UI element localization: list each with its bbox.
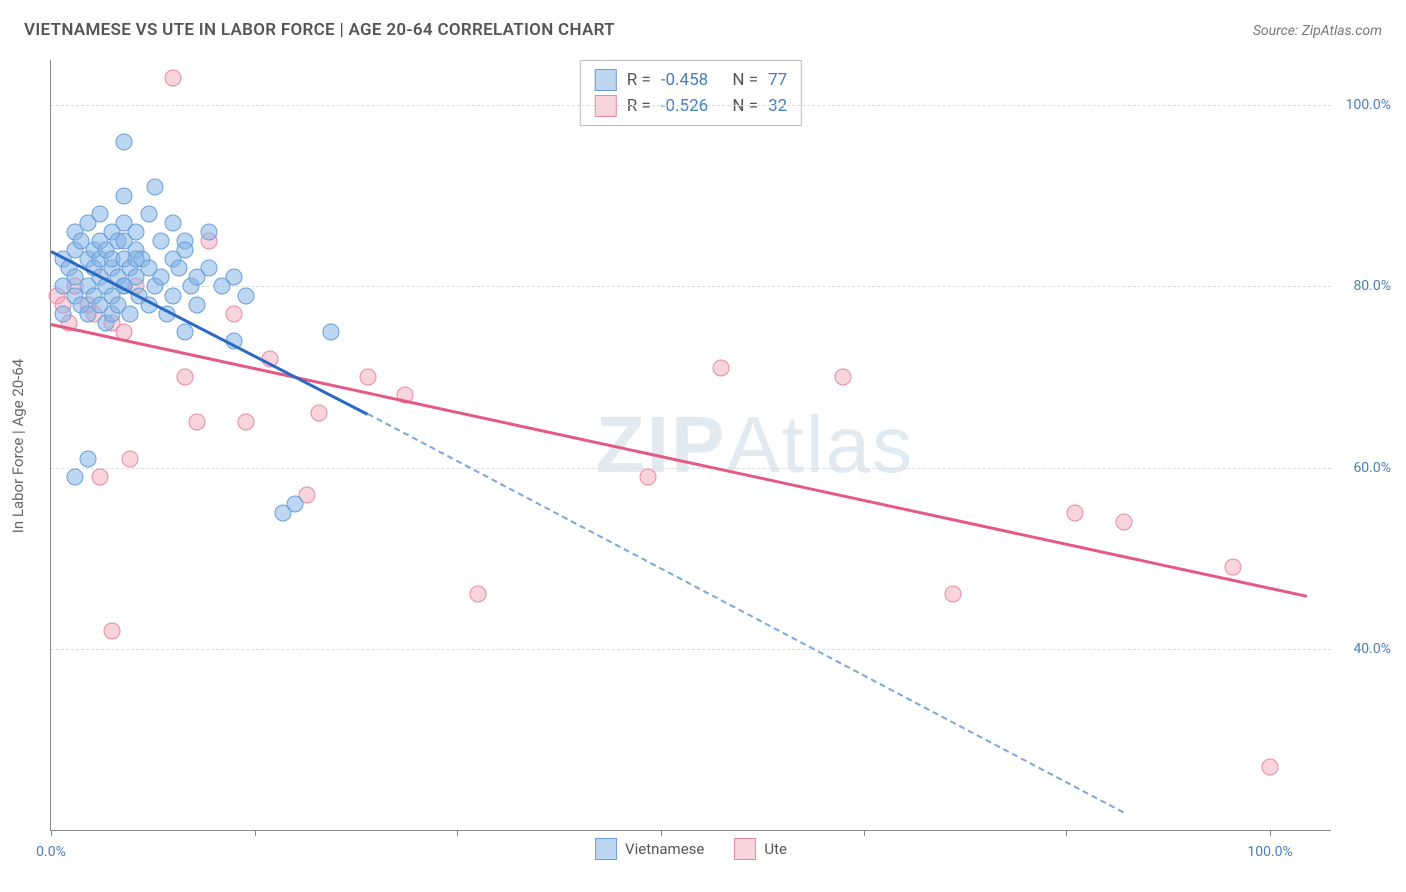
data-point-vietnamese [177, 242, 194, 259]
gridline [51, 468, 1331, 469]
data-point-ute [177, 369, 194, 386]
data-point-vietnamese [164, 215, 181, 232]
data-point-ute [1225, 559, 1242, 576]
bottom-legend: Vietnamese Ute [595, 838, 787, 860]
data-point-ute [359, 369, 376, 386]
x-tick-mark [1270, 830, 1271, 836]
data-point-ute [238, 414, 255, 431]
source-text: Source: ZipAtlas.com [1253, 23, 1382, 39]
legend-label: Vietnamese [625, 840, 704, 858]
data-point-vietnamese [189, 296, 206, 313]
r-label: R = [627, 70, 651, 90]
data-point-vietnamese [116, 187, 133, 204]
data-point-vietnamese [79, 450, 96, 467]
chart-title: VIETNAMESE VS UTE IN LABOR FORCE | AGE 2… [24, 20, 615, 40]
data-point-ute [835, 369, 852, 386]
data-point-vietnamese [152, 269, 169, 286]
data-point-vietnamese [146, 178, 163, 195]
data-point-ute [945, 586, 962, 603]
x-tick-mark [1066, 830, 1067, 836]
x-tick-mark [661, 830, 662, 836]
data-point-vietnamese [201, 224, 218, 241]
data-point-vietnamese [286, 495, 303, 512]
x-tick-mark [457, 830, 458, 836]
n-value: 77 [768, 70, 787, 90]
data-point-vietnamese [164, 287, 181, 304]
title-bar: VIETNAMESE VS UTE IN LABOR FORCE | AGE 2… [24, 20, 1382, 40]
data-point-vietnamese [67, 468, 84, 485]
data-point-ute [122, 450, 139, 467]
x-tick-mark [255, 830, 256, 836]
r-value: -0.458 [661, 70, 708, 90]
data-point-vietnamese [152, 233, 169, 250]
trendline-ute [51, 323, 1307, 597]
legend-label: Ute [764, 840, 787, 858]
x-tick-label-min: 0.0% [36, 844, 66, 860]
source-name: ZipAtlas.com [1302, 23, 1382, 39]
data-point-vietnamese [201, 260, 218, 277]
x-tick-label-max: 100.0% [1247, 844, 1292, 860]
data-point-ute [640, 468, 657, 485]
gridline [51, 105, 1331, 106]
data-point-ute [311, 405, 328, 422]
data-point-vietnamese [225, 269, 242, 286]
x-tick-mark [864, 830, 865, 836]
legend-item-vietnamese: Vietnamese [595, 838, 704, 860]
legend-item-ute: Ute [734, 838, 787, 860]
y-tick-label: 60.0% [1336, 460, 1391, 476]
data-point-ute [164, 70, 181, 87]
data-point-vietnamese [177, 323, 194, 340]
swatch-blue-icon [595, 838, 617, 860]
data-point-vietnamese [91, 206, 108, 223]
data-point-vietnamese [171, 260, 188, 277]
n-label: N = [732, 70, 758, 90]
data-point-ute [189, 414, 206, 431]
stats-row-blue: R = -0.458 N = 77 [595, 67, 787, 93]
data-point-ute [103, 622, 120, 639]
data-point-vietnamese [323, 323, 340, 340]
source-prefix: Source: [1253, 23, 1302, 39]
y-tick-label: 40.0% [1336, 641, 1391, 657]
plot-area: ZIPAtlas R = -0.458 N = 77 R = -0.526 N … [50, 60, 1331, 831]
gridline [51, 649, 1331, 650]
data-point-ute [91, 468, 108, 485]
data-point-vietnamese [116, 133, 133, 150]
data-point-ute [1115, 514, 1132, 531]
stats-legend: R = -0.458 N = 77 R = -0.526 N = 32 [580, 60, 802, 126]
data-point-vietnamese [128, 251, 145, 268]
swatch-pink-icon [734, 838, 756, 860]
y-tick-label: 80.0% [1336, 278, 1391, 294]
data-point-ute [1262, 758, 1279, 775]
data-point-ute [713, 360, 730, 377]
swatch-blue-icon [595, 69, 617, 91]
y-tick-label: 100.0% [1336, 97, 1391, 113]
data-point-ute [1067, 504, 1084, 521]
data-point-vietnamese [122, 305, 139, 322]
data-point-vietnamese [116, 233, 133, 250]
data-point-vietnamese [140, 206, 157, 223]
data-point-vietnamese [55, 305, 72, 322]
y-axis-label: In Labor Force | Age 20-64 [9, 359, 27, 533]
data-point-ute [225, 305, 242, 322]
data-point-vietnamese [238, 287, 255, 304]
data-point-ute [469, 586, 486, 603]
x-tick-mark [51, 830, 52, 836]
